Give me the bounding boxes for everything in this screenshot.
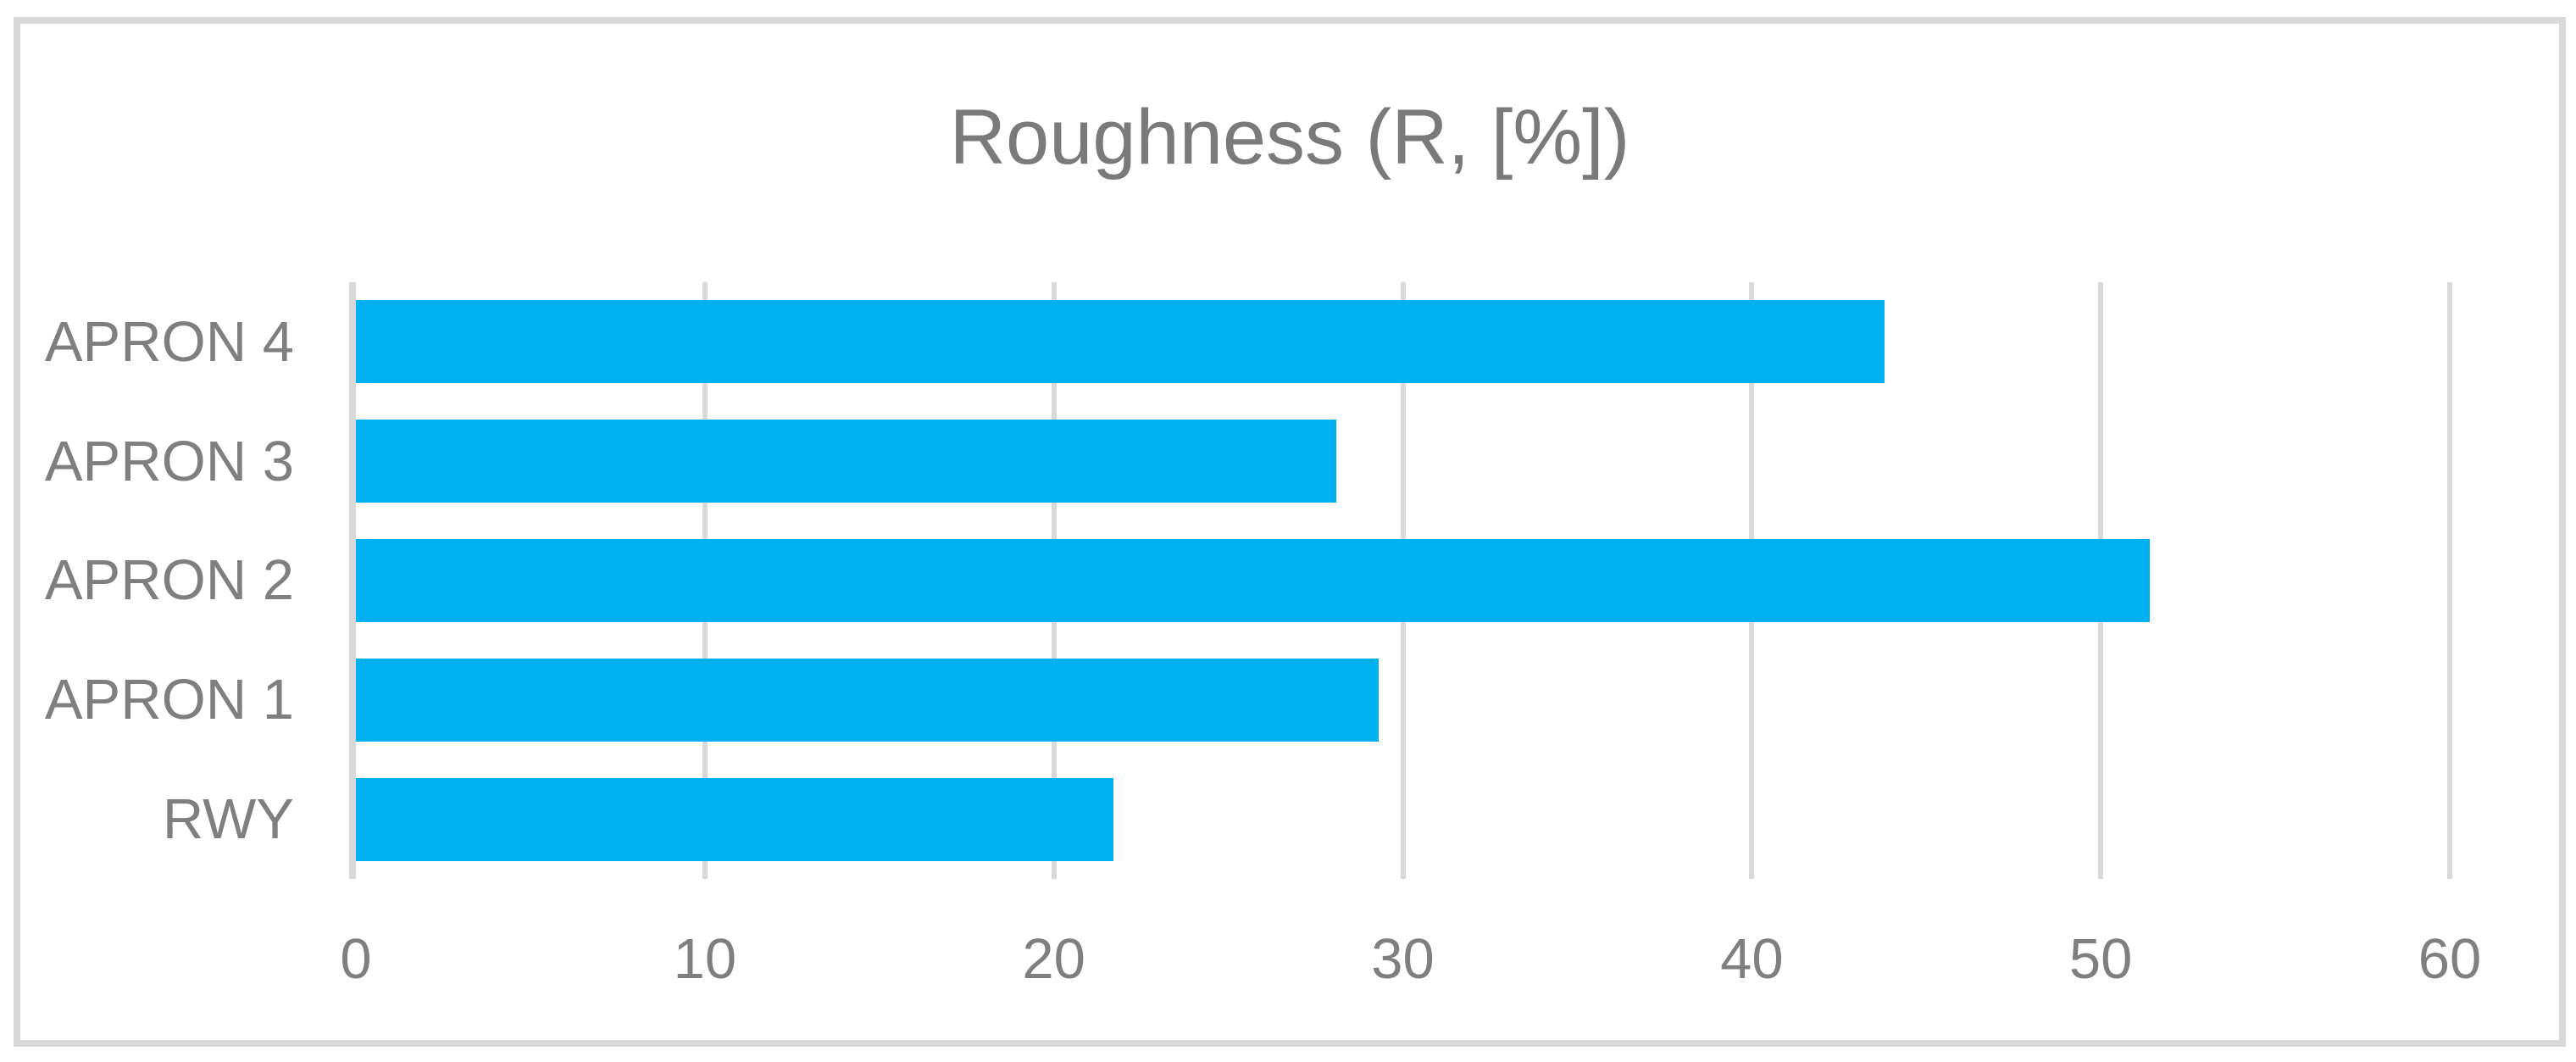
category-label: RWY: [162, 787, 294, 852]
category-label: APRON 1: [44, 668, 294, 732]
bar-row: [356, 282, 2450, 402]
category-label: APRON 2: [44, 548, 294, 613]
category-axis-line: [349, 282, 356, 879]
value-axis-tick-label: 10: [673, 927, 737, 991]
value-axis-tick-label: 20: [1022, 927, 1085, 991]
bar-apron-2: [356, 538, 2150, 622]
value-axis-tick-label: 0: [340, 927, 372, 991]
category-axis-labels: APRON 4 APRON 3 APRON 2 APRON 1 RWY: [20, 282, 294, 879]
value-axis-tick-label: 50: [2068, 927, 2133, 991]
bar-apron-3: [356, 420, 1337, 503]
bar-rwy: [356, 777, 1113, 861]
bar-row: [356, 640, 2450, 759]
value-axis-tick-label: 60: [2418, 927, 2482, 991]
value-axis-labels: 0 10 20 30 40 50 60: [340, 927, 2481, 998]
plot-area: [349, 282, 2452, 879]
bar-apron-1: [356, 658, 1379, 742]
chart-title: Roughness (R, [%]): [949, 94, 1630, 181]
bar-row: [356, 402, 2450, 521]
category-label: APRON 4: [44, 309, 294, 374]
category-label: APRON 3: [44, 429, 294, 493]
bar-row: [356, 759, 2450, 879]
bar-row: [356, 521, 2450, 641]
chart-frame: Roughness (R, [%]) APRON 4 APRON 3 APRON 2…: [14, 17, 2566, 1047]
bars-layer: [356, 282, 2450, 879]
gridline: [2447, 282, 2452, 879]
bar-apron-4: [356, 300, 1885, 384]
value-axis-tick-label: 30: [1371, 927, 1435, 991]
value-axis-tick-label: 40: [1720, 927, 1784, 991]
